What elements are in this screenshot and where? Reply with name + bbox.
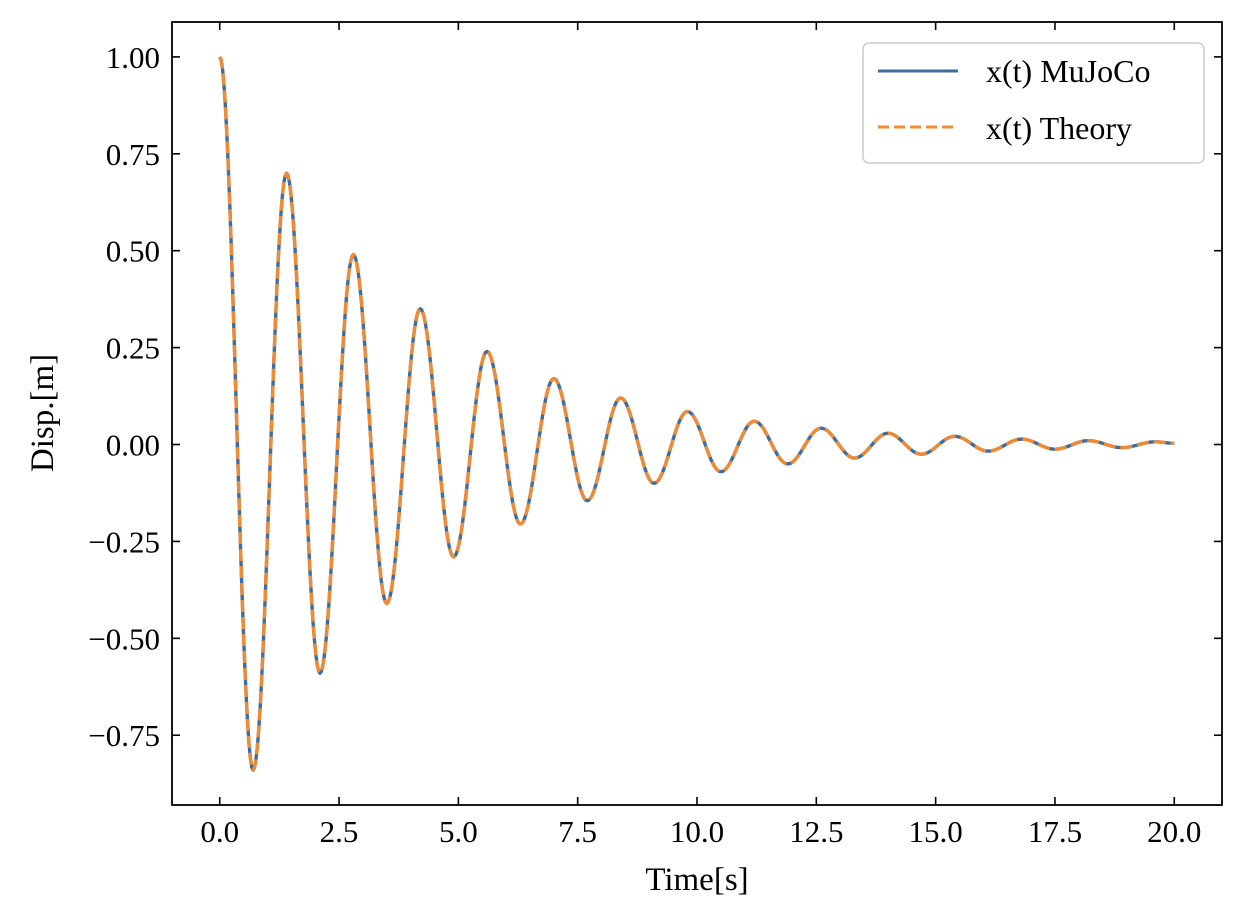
x-tick-label: 12.5 — [789, 814, 843, 849]
y-tick-label: 0.25 — [106, 331, 160, 366]
x-tick-label: 7.5 — [558, 814, 597, 849]
ticks-layer: 0.0 2.5 5.0 7.5 10.0 12.5 15.0 17.5 20.0 −0.75 −0.… — [88, 22, 1222, 849]
series-mujoco-line — [218, 56, 1176, 772]
legend-label-theory: x(t) Theory — [986, 110, 1132, 146]
y-tick-label: −0.75 — [88, 718, 160, 753]
y-axis-label: Disp.[m] — [25, 354, 61, 472]
y-tick-label: −0.25 — [88, 524, 160, 559]
y-tick-label: 0.00 — [106, 428, 160, 463]
x-tick-label: 2.5 — [320, 814, 359, 849]
series-layer — [218, 56, 1176, 772]
x-tick-label: 15.0 — [909, 814, 963, 849]
y-tick-label: 0.75 — [106, 137, 160, 172]
y-tick-label: 1.00 — [106, 40, 160, 75]
legend-box — [862, 42, 1205, 164]
x-tick-label: 5.0 — [439, 814, 478, 849]
y-tick-label: −0.50 — [88, 621, 160, 656]
x-tick-label: 17.5 — [1028, 814, 1082, 849]
legend-label-mujoco: x(t) MuJoCo — [986, 53, 1150, 89]
x-axis-label: Time[s] — [645, 862, 748, 898]
x-tick-label: 20.0 — [1147, 814, 1201, 849]
legend: x(t) MuJoCo x(t) Theory — [862, 42, 1205, 164]
x-tick-label: 0.0 — [200, 814, 239, 849]
x-tick-label: 10.0 — [670, 814, 724, 849]
series-theory-line — [218, 56, 1176, 772]
y-tick-label: 0.50 — [106, 234, 160, 269]
